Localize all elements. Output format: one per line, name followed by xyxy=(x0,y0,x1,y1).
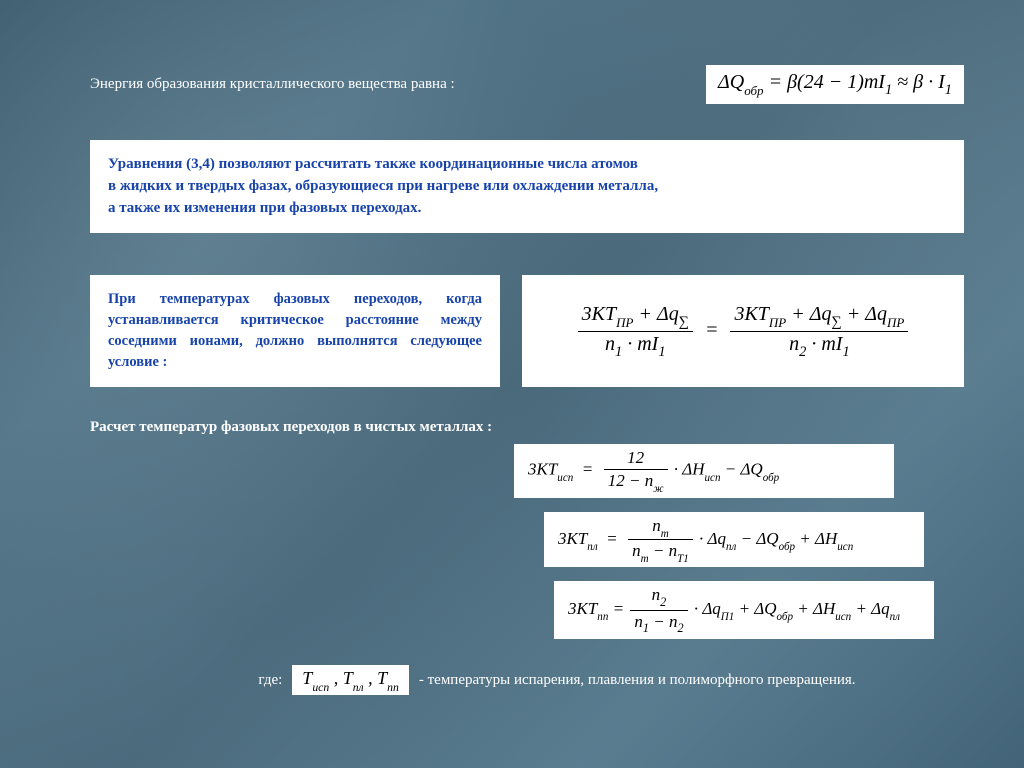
textbox-equations-desc: Уравнения (3,4) позволяют рассчитать так… xyxy=(90,140,964,233)
box1-line1: Уравнения (3,4) позволяют рассчитать так… xyxy=(108,154,946,176)
equation-stack: 3KTисп = 12 12 − nж · ΔHисп − ΔQобр 3KTп… xyxy=(90,444,964,639)
formula-condition: 3KTПР + Δq∑ n1 · mI1 = 3KTПР + Δq∑ + ΔqП… xyxy=(522,275,964,387)
formula-t-pl: 3KTпл = nm nm − nT1 · Δqпл − ΔQобр + ΔHи… xyxy=(544,512,924,568)
row-condition: При температурах фазовых переходов, когд… xyxy=(90,275,964,387)
formula-t-nn: 3KTnn = n2 n1 − n2 · ΔqП1 + ΔQобр + ΔHис… xyxy=(554,581,934,639)
formula-t-isp: 3KTисп = 12 12 − nж · ΔHисп − ΔQобр xyxy=(514,444,894,497)
footer-desc: - температуры испарения, плавления и пол… xyxy=(419,672,856,689)
intro-text: Энергия образования кристаллического вещ… xyxy=(90,76,455,93)
formula-temps: Tисп , Tпл , Tnn xyxy=(292,665,409,695)
formula-q-obr: ΔQобр = β(24 − 1)mI1 ≈ β · I1 xyxy=(706,65,964,104)
textbox-condition: При температурах фазовых переходов, когд… xyxy=(90,275,500,387)
box1-line3: а также их изменения при фазовых переход… xyxy=(108,198,946,220)
heading-calc: Расчет температур фазовых переходов в чи… xyxy=(90,419,964,436)
footer-row: где: Tисп , Tпл , Tnn - температуры испа… xyxy=(90,665,964,695)
footer-gde: где: xyxy=(258,672,282,689)
row-intro: Энергия образования кристаллического вещ… xyxy=(90,65,964,104)
slide-content: Энергия образования кристаллического вещ… xyxy=(0,0,1024,768)
box1-line2: в жидких и твердых фазах, образующиеся п… xyxy=(108,176,946,198)
